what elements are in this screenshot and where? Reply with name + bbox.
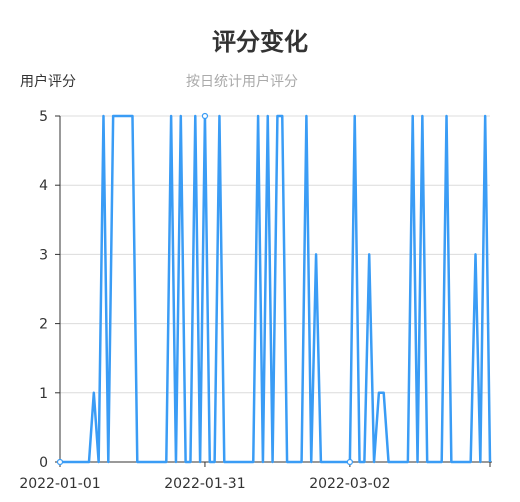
x-tick-label: 2022-01-31 — [164, 476, 245, 492]
data-point — [346, 458, 353, 466]
x-tick-label: 2022-01-01 — [19, 476, 100, 492]
y-tick-label: 4 — [39, 178, 48, 194]
y-axis-label: 用户评分 — [20, 74, 76, 90]
data-point — [56, 458, 64, 466]
series-line — [60, 114, 492, 464]
x-tick-label: 2022-03-02 — [309, 476, 390, 492]
y-tick-label: 0 — [39, 455, 48, 471]
y-tick-label: 3 — [39, 247, 48, 263]
chart-title: 评分变化 — [212, 28, 308, 56]
y-tick-label: 5 — [39, 109, 48, 125]
data-point — [201, 112, 209, 120]
chart-subtitle: 按日统计用户评分 — [186, 74, 298, 90]
y-tick-label: 2 — [39, 317, 48, 333]
y-tick-label: 1 — [39, 386, 48, 402]
